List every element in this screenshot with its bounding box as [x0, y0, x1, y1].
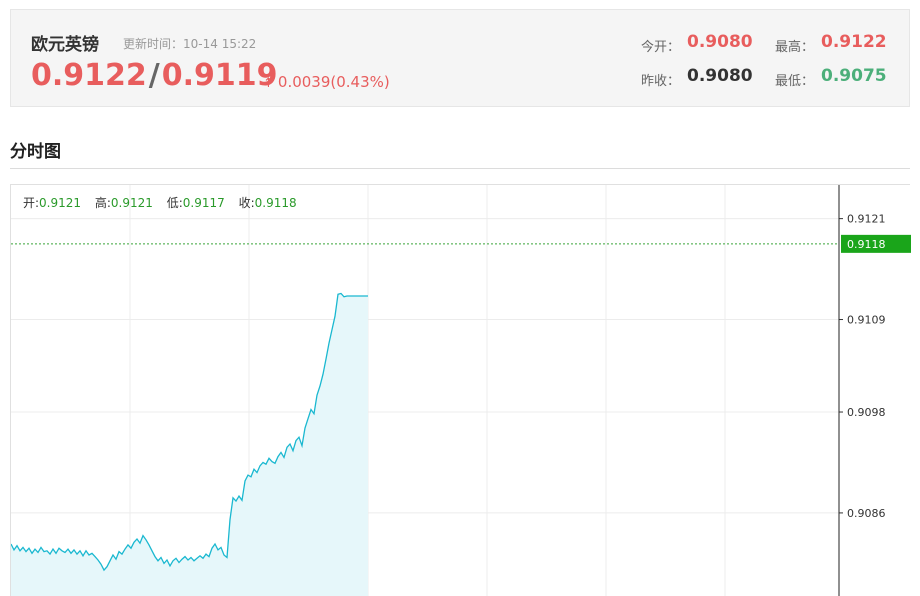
update-time-label: 更新时间： [123, 37, 184, 51]
update-time-value: 10-14 15:22 [183, 37, 257, 51]
ohlc-close-value: 0.9118 [254, 196, 297, 210]
arrow-up-icon: ↑ [263, 76, 274, 91]
price-change-value: 0.0039(0.43%) [277, 73, 390, 91]
instrument-title: 欧元英镑 [31, 35, 99, 55]
ask-price: 0.9119 [161, 58, 278, 93]
quote-header: 欧元英镑 更新时间：10-14 15:22 0.9122/0.9119 ↑ 0.0… [10, 9, 910, 107]
ohlc-close: 收:0.9118 [239, 194, 297, 211]
ohlc-open-value: 0.9121 [39, 196, 82, 210]
y-tick-label-0: 0.9121 [847, 213, 886, 226]
ohlc-readout: 开:0.9121 高:0.9121 低:0.9117 收:0.9118 [23, 194, 307, 211]
chart-svg: 0.9121 0.9109 0.9098 0.9086 0.9118 [11, 185, 911, 596]
price-pair: 0.9122/0.9119 [31, 58, 278, 93]
ohlc-high-value: 0.9121 [110, 196, 153, 210]
price-separator: / [148, 58, 160, 93]
prev-close-value: 0.9080 [687, 66, 753, 86]
ohlc-high: 高:0.9121 [95, 194, 153, 211]
price-change: ↑ 0.0039(0.43%) [263, 73, 390, 91]
open-value: 0.9080 [687, 32, 753, 52]
prev-close-label: 昨收： [641, 74, 681, 89]
ohlc-open-label: 开: [23, 196, 40, 210]
ohlc-low-label: 低: [166, 196, 183, 210]
high-label: 最高： [775, 40, 815, 55]
ohlc-high-label: 高: [94, 196, 111, 210]
high-value: 0.9122 [821, 32, 887, 52]
current-price-tag-bg [841, 234, 911, 253]
y-tick-label-3: 0.9086 [847, 507, 886, 520]
current-price-tag: 0.9118 [847, 238, 886, 251]
ohlc-low-value: 0.9117 [182, 196, 225, 210]
low-value: 0.9075 [821, 66, 887, 86]
low-label: 最低： [775, 74, 815, 89]
open-label: 今开： [641, 40, 681, 55]
ohlc-close-label: 收: [238, 196, 255, 210]
ohlc-open: 开:0.9121 [23, 194, 81, 211]
update-time: 更新时间：10-14 15:22 [123, 35, 256, 52]
section-divider [10, 168, 910, 169]
section-title: 分时图 [10, 142, 61, 162]
y-tick-label-2: 0.9098 [847, 406, 886, 419]
intraday-chart[interactable]: 0.9121 0.9109 0.9098 0.9086 0.9118 开:0.9121 … [10, 184, 911, 596]
ohlc-low: 低:0.9117 [167, 194, 225, 211]
series-line [11, 292, 368, 572]
series-area [11, 293, 368, 596]
bid-price: 0.9122 [31, 58, 147, 93]
y-tick-label-1: 0.9109 [847, 314, 886, 327]
